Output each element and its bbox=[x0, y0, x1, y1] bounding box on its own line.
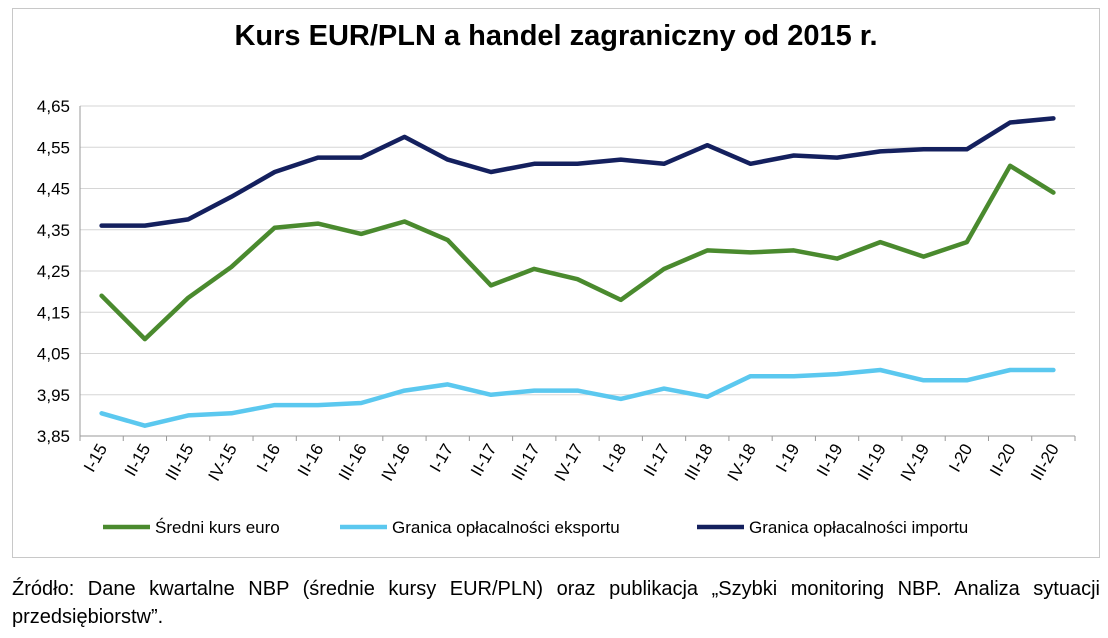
x-tick-label: I-20 bbox=[945, 441, 976, 476]
legend-label-2: Granica opłacalności eksportu bbox=[392, 518, 620, 537]
legend-label-3: Granica opłacalności importu bbox=[749, 518, 968, 537]
y-tick-label: 4,55 bbox=[37, 138, 70, 157]
y-tick-label: 3,85 bbox=[37, 427, 70, 446]
legend: Średni kurs euro Granica opłacalności eks… bbox=[103, 518, 968, 537]
y-tick-label: 4,15 bbox=[37, 303, 70, 322]
series-line-3 bbox=[99, 116, 1056, 228]
x-tick-labels: I-15 II-15 III-15 IV-15 I-16 II-16 III-16 IV-16… bbox=[80, 440, 1063, 484]
x-tick-label: III-19 bbox=[854, 441, 890, 484]
x-tick-label: III-20 bbox=[1027, 441, 1063, 484]
x-tick-label: II-19 bbox=[813, 441, 846, 480]
x-tick-label: III-17 bbox=[508, 441, 544, 484]
y-tick-labels: 4,65 4,55 4,45 4,35 4,25 4,15 4,05 3,95 3,85 bbox=[37, 97, 70, 446]
y-tick-label: 4,25 bbox=[37, 262, 70, 281]
x-tick-label: II-16 bbox=[294, 441, 327, 480]
series-lines bbox=[99, 116, 1056, 428]
x-tick-label: II-15 bbox=[121, 441, 154, 480]
x-tick-label: I-15 bbox=[80, 441, 111, 476]
chart-frame bbox=[12, 8, 1100, 558]
y-tick-label: 3,95 bbox=[37, 386, 70, 405]
x-tick-label: I-18 bbox=[599, 441, 630, 476]
x-tick-label: IV-19 bbox=[897, 441, 933, 485]
x-tick-label: I-17 bbox=[426, 441, 457, 476]
grid-lines bbox=[80, 105, 1075, 437]
series-line-2 bbox=[99, 367, 1056, 428]
x-tick-label: II-17 bbox=[467, 441, 500, 480]
x-tick-label: IV-17 bbox=[551, 441, 587, 485]
x-tick-label: III-15 bbox=[162, 441, 198, 484]
source-note: Źródło: Dane kwartalne NBP (średnie kurs… bbox=[12, 578, 1100, 628]
x-tick-label: IV-15 bbox=[205, 441, 241, 485]
x-tick-label: III-18 bbox=[681, 441, 717, 484]
x-tick-label: II-20 bbox=[986, 440, 1019, 479]
x-tick-label: I-16 bbox=[253, 441, 284, 476]
series-line-1 bbox=[99, 163, 1056, 342]
x-tick-label: III-16 bbox=[335, 441, 371, 484]
chart-title: Kurs EUR/PLN a handel zagraniczny od 201… bbox=[234, 20, 878, 52]
y-tick-label: 4,45 bbox=[37, 180, 70, 199]
x-tick-label: I-19 bbox=[772, 441, 803, 476]
y-tick-label: 4,65 bbox=[37, 97, 70, 116]
axes bbox=[79, 106, 1076, 441]
y-tick-label: 4,35 bbox=[37, 221, 70, 240]
x-tick-label: IV-18 bbox=[724, 441, 760, 485]
x-tick-label: IV-16 bbox=[378, 441, 414, 485]
x-tick-label: II-17 bbox=[640, 441, 673, 480]
legend-label-1: Średni kurs euro bbox=[155, 518, 280, 537]
y-tick-label: 4,05 bbox=[37, 345, 70, 364]
line-chart: 4,65 4,55 4,45 4,35 4,25 4,15 4,05 3,95 3,85 I-1… bbox=[37, 97, 1076, 537]
